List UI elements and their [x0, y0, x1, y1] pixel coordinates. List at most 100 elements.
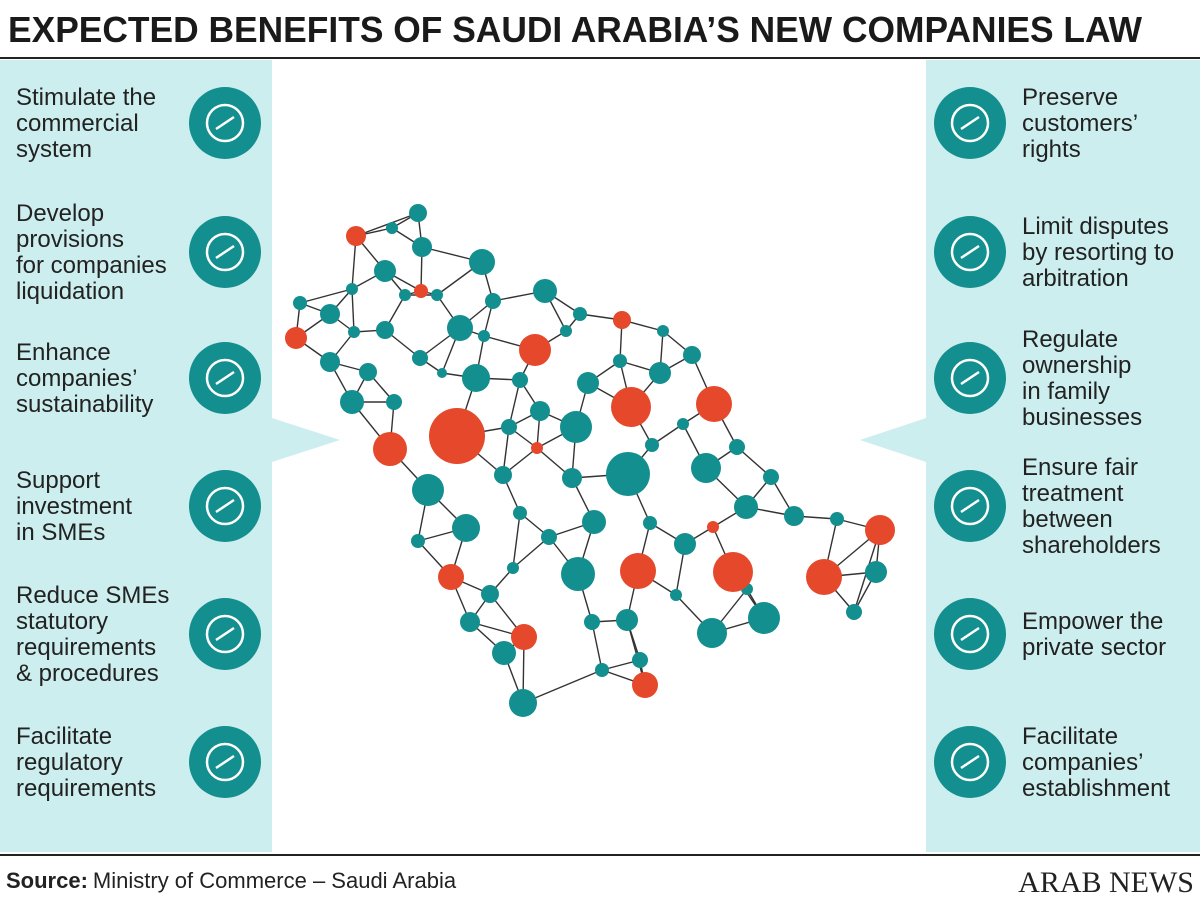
node [620, 553, 656, 589]
node [632, 672, 658, 698]
link [355, 212, 419, 237]
node [414, 284, 428, 298]
icon-glyph [205, 742, 245, 782]
node [359, 363, 377, 381]
benefit-text: in SMEs [16, 519, 105, 546]
node [494, 466, 512, 484]
benefit-text: arbitration [1022, 265, 1129, 292]
node [763, 469, 779, 485]
benefit-text: private sector [1022, 634, 1166, 661]
node [509, 689, 537, 717]
icon-glyph [950, 103, 990, 143]
link [299, 288, 353, 304]
node [846, 604, 862, 620]
node [670, 589, 682, 601]
left-panel [0, 60, 272, 852]
icon-glyph [205, 486, 245, 526]
node [374, 260, 396, 282]
node [511, 624, 537, 650]
benefit-text: ownership [1022, 352, 1131, 379]
node [437, 368, 447, 378]
source-label: Source: [6, 868, 88, 893]
icon-glyph [950, 232, 990, 272]
node [784, 506, 804, 526]
node [806, 559, 842, 595]
node [611, 387, 651, 427]
node [561, 557, 595, 591]
benefit-text: Empower the [1022, 608, 1163, 635]
node [412, 237, 432, 257]
icon-glyph [950, 614, 990, 654]
node [399, 289, 411, 301]
node [582, 510, 606, 534]
node [512, 372, 528, 388]
icon-glyph [960, 626, 980, 642]
node [492, 641, 516, 665]
benefit-text: commercial [16, 110, 139, 137]
benefit-text: Facilitate [16, 723, 112, 750]
node [683, 346, 701, 364]
icon-glyph [960, 754, 980, 770]
node [734, 495, 758, 519]
node [865, 515, 895, 545]
benefit-text: between [1022, 506, 1113, 533]
node [677, 418, 689, 430]
node [748, 602, 780, 634]
icon-glyph [960, 115, 980, 131]
network-map [285, 204, 895, 717]
icon-glyph [215, 754, 235, 770]
node [533, 279, 557, 303]
icon-glyph [215, 626, 235, 642]
node [674, 533, 696, 555]
node [429, 408, 485, 464]
link [351, 288, 355, 333]
benefit-text: system [16, 136, 92, 163]
benefit-text: sustainability [16, 391, 153, 418]
node [696, 386, 732, 422]
benefit-text: requirements [16, 775, 156, 802]
source-text: Ministry of Commerce – Saudi Arabia [93, 868, 457, 893]
icon-glyph [215, 115, 235, 131]
benefit-text: businesses [1022, 404, 1142, 431]
benefit-text: requirements [16, 634, 156, 661]
node [320, 352, 340, 372]
benefit-text: companies’ [16, 365, 137, 392]
node [481, 585, 499, 603]
node [530, 401, 550, 421]
node [460, 612, 480, 632]
benefit-text: Preserve [1022, 84, 1118, 111]
benefit-text: Reduce SMEs [16, 582, 169, 609]
benefit-text: regulatory [16, 749, 123, 776]
node [519, 334, 551, 366]
benefit-text: Stimulate the [16, 84, 156, 111]
node [513, 506, 527, 520]
source: Source: Ministry of Commerce – Saudi Arab… [6, 868, 457, 893]
benefit-text: companies’ [1022, 749, 1143, 776]
icon-glyph [950, 486, 990, 526]
node [346, 283, 358, 295]
node [584, 614, 600, 630]
node [577, 372, 599, 394]
icon-glyph [960, 498, 980, 514]
right-panel [926, 60, 1200, 852]
icon-glyph [205, 103, 245, 143]
node [531, 442, 543, 454]
logo: ARAB NEWS [1018, 866, 1194, 899]
link [508, 379, 521, 428]
node [613, 354, 627, 368]
benefit-text: for companies [16, 252, 167, 279]
icon-glyph [215, 498, 235, 514]
node [541, 529, 557, 545]
node [697, 618, 727, 648]
node [462, 364, 490, 392]
node [386, 394, 402, 410]
node [613, 311, 631, 329]
benefit-text: & procedures [16, 660, 159, 687]
node [431, 289, 443, 301]
link [591, 621, 603, 671]
